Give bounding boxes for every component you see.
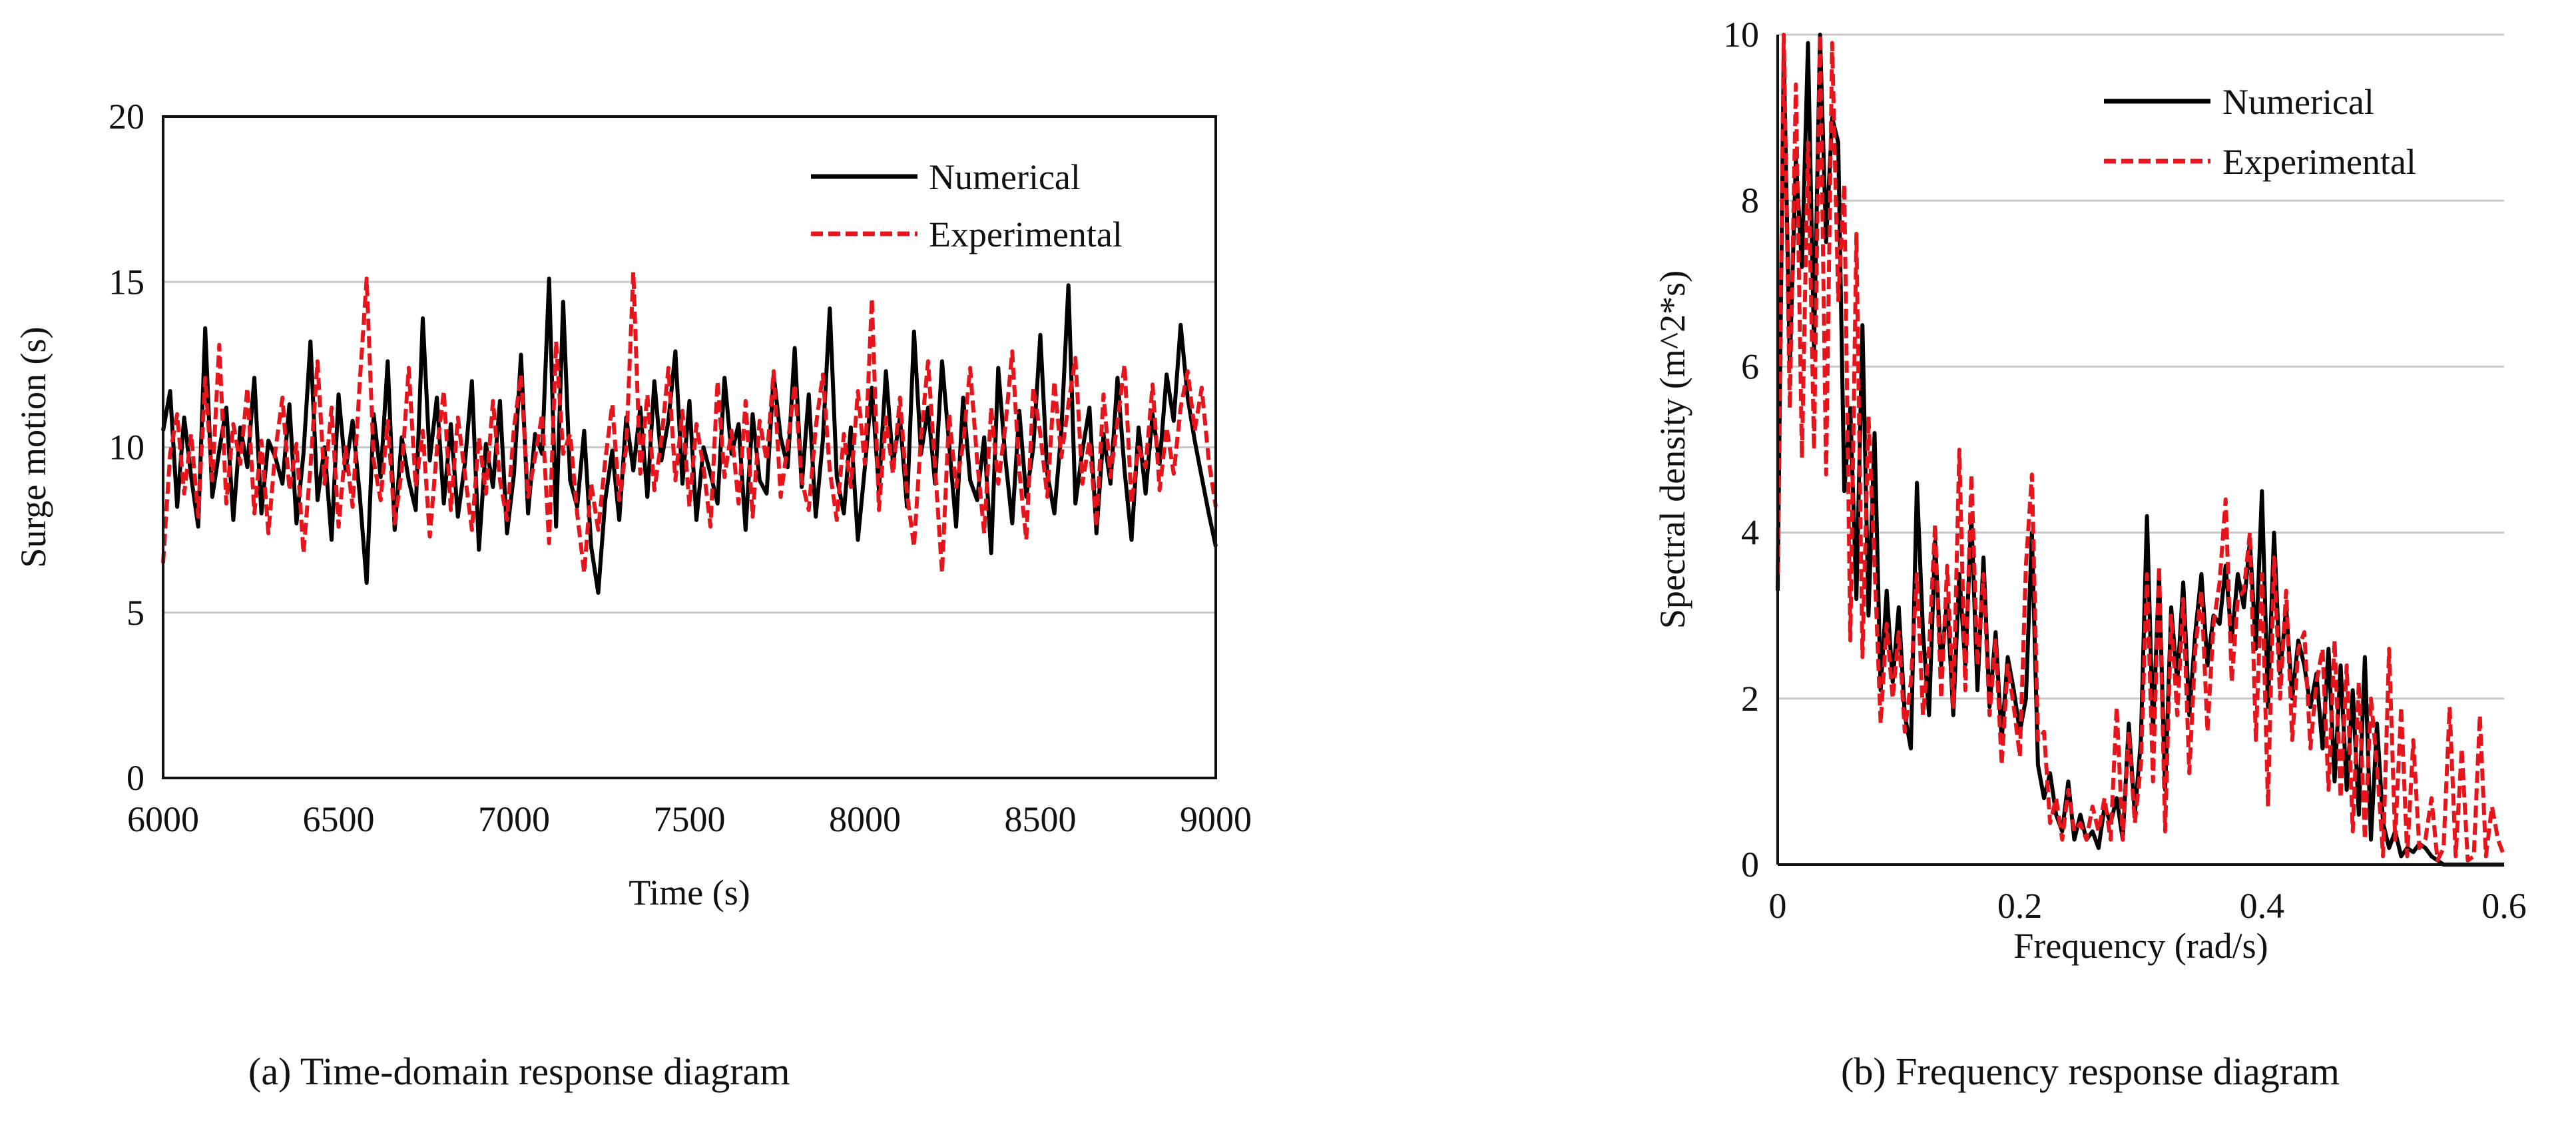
time-domain-chart: 6000 6500 7000 7500 8000 8500 9000 0 5 10 15 20 Time… <box>13 97 1252 913</box>
legend-label-experimental: Experimental <box>2222 142 2416 182</box>
legend-label-numerical: Numerical <box>929 157 1081 197</box>
legend-label-numerical: Numerical <box>2222 82 2374 122</box>
y-tick-label: 2 <box>1741 679 1759 719</box>
frequency-chart: 0 0.2 0.4 0.6 0 2 4 6 8 10 Frequency (rad/s) Spectr… <box>1653 15 2527 966</box>
y-tick-label: 8 <box>1741 181 1759 220</box>
y-tick-label: 4 <box>1741 513 1759 553</box>
x-tick-label: 0 <box>1769 886 1787 926</box>
x-axis-title: Frequency (rad/s) <box>2013 926 2268 966</box>
series-line-numerical <box>161 276 1218 595</box>
plot-frame <box>162 115 1217 779</box>
x-tick-label: 8500 <box>1005 799 1077 839</box>
x-tick-label: 0.2 <box>1997 886 2043 926</box>
x-tick-label: 6500 <box>303 799 375 839</box>
y-tick-label: 20 <box>109 97 144 137</box>
x-tick-label: 0.6 <box>2481 886 2527 926</box>
y-tick-label: 15 <box>109 262 144 302</box>
x-axis-title: Time (s) <box>629 873 750 913</box>
x-tick-label: 6000 <box>127 799 199 839</box>
y-tick-label: 10 <box>109 428 144 468</box>
caption-time-domain: (a) Time-domain response diagram <box>248 1050 790 1093</box>
x-tick-label: 9000 <box>1180 799 1252 839</box>
series-line-experimental <box>161 270 1218 575</box>
y-axis-title: Surge motion (s) <box>13 327 53 568</box>
legend-label-experimental: Experimental <box>929 214 1123 254</box>
y-tick-label: 0 <box>1741 845 1759 885</box>
series-line-experimental <box>1776 33 2506 863</box>
caption-frequency: (b) Frequency response diagram <box>1841 1050 2340 1093</box>
y-tick-label: 10 <box>1723 15 1759 55</box>
y-tick-label: 6 <box>1741 346 1759 386</box>
y-tick-label: 0 <box>127 758 144 798</box>
y-axis-title: Spectral density (m^2*s) <box>1653 270 1692 629</box>
x-tick-label: 7000 <box>478 799 550 839</box>
y-tick-label: 5 <box>127 593 144 633</box>
x-tick-label: 0.4 <box>2240 886 2285 926</box>
x-tick-label: 7500 <box>654 799 726 839</box>
x-tick-label: 8000 <box>829 799 901 839</box>
